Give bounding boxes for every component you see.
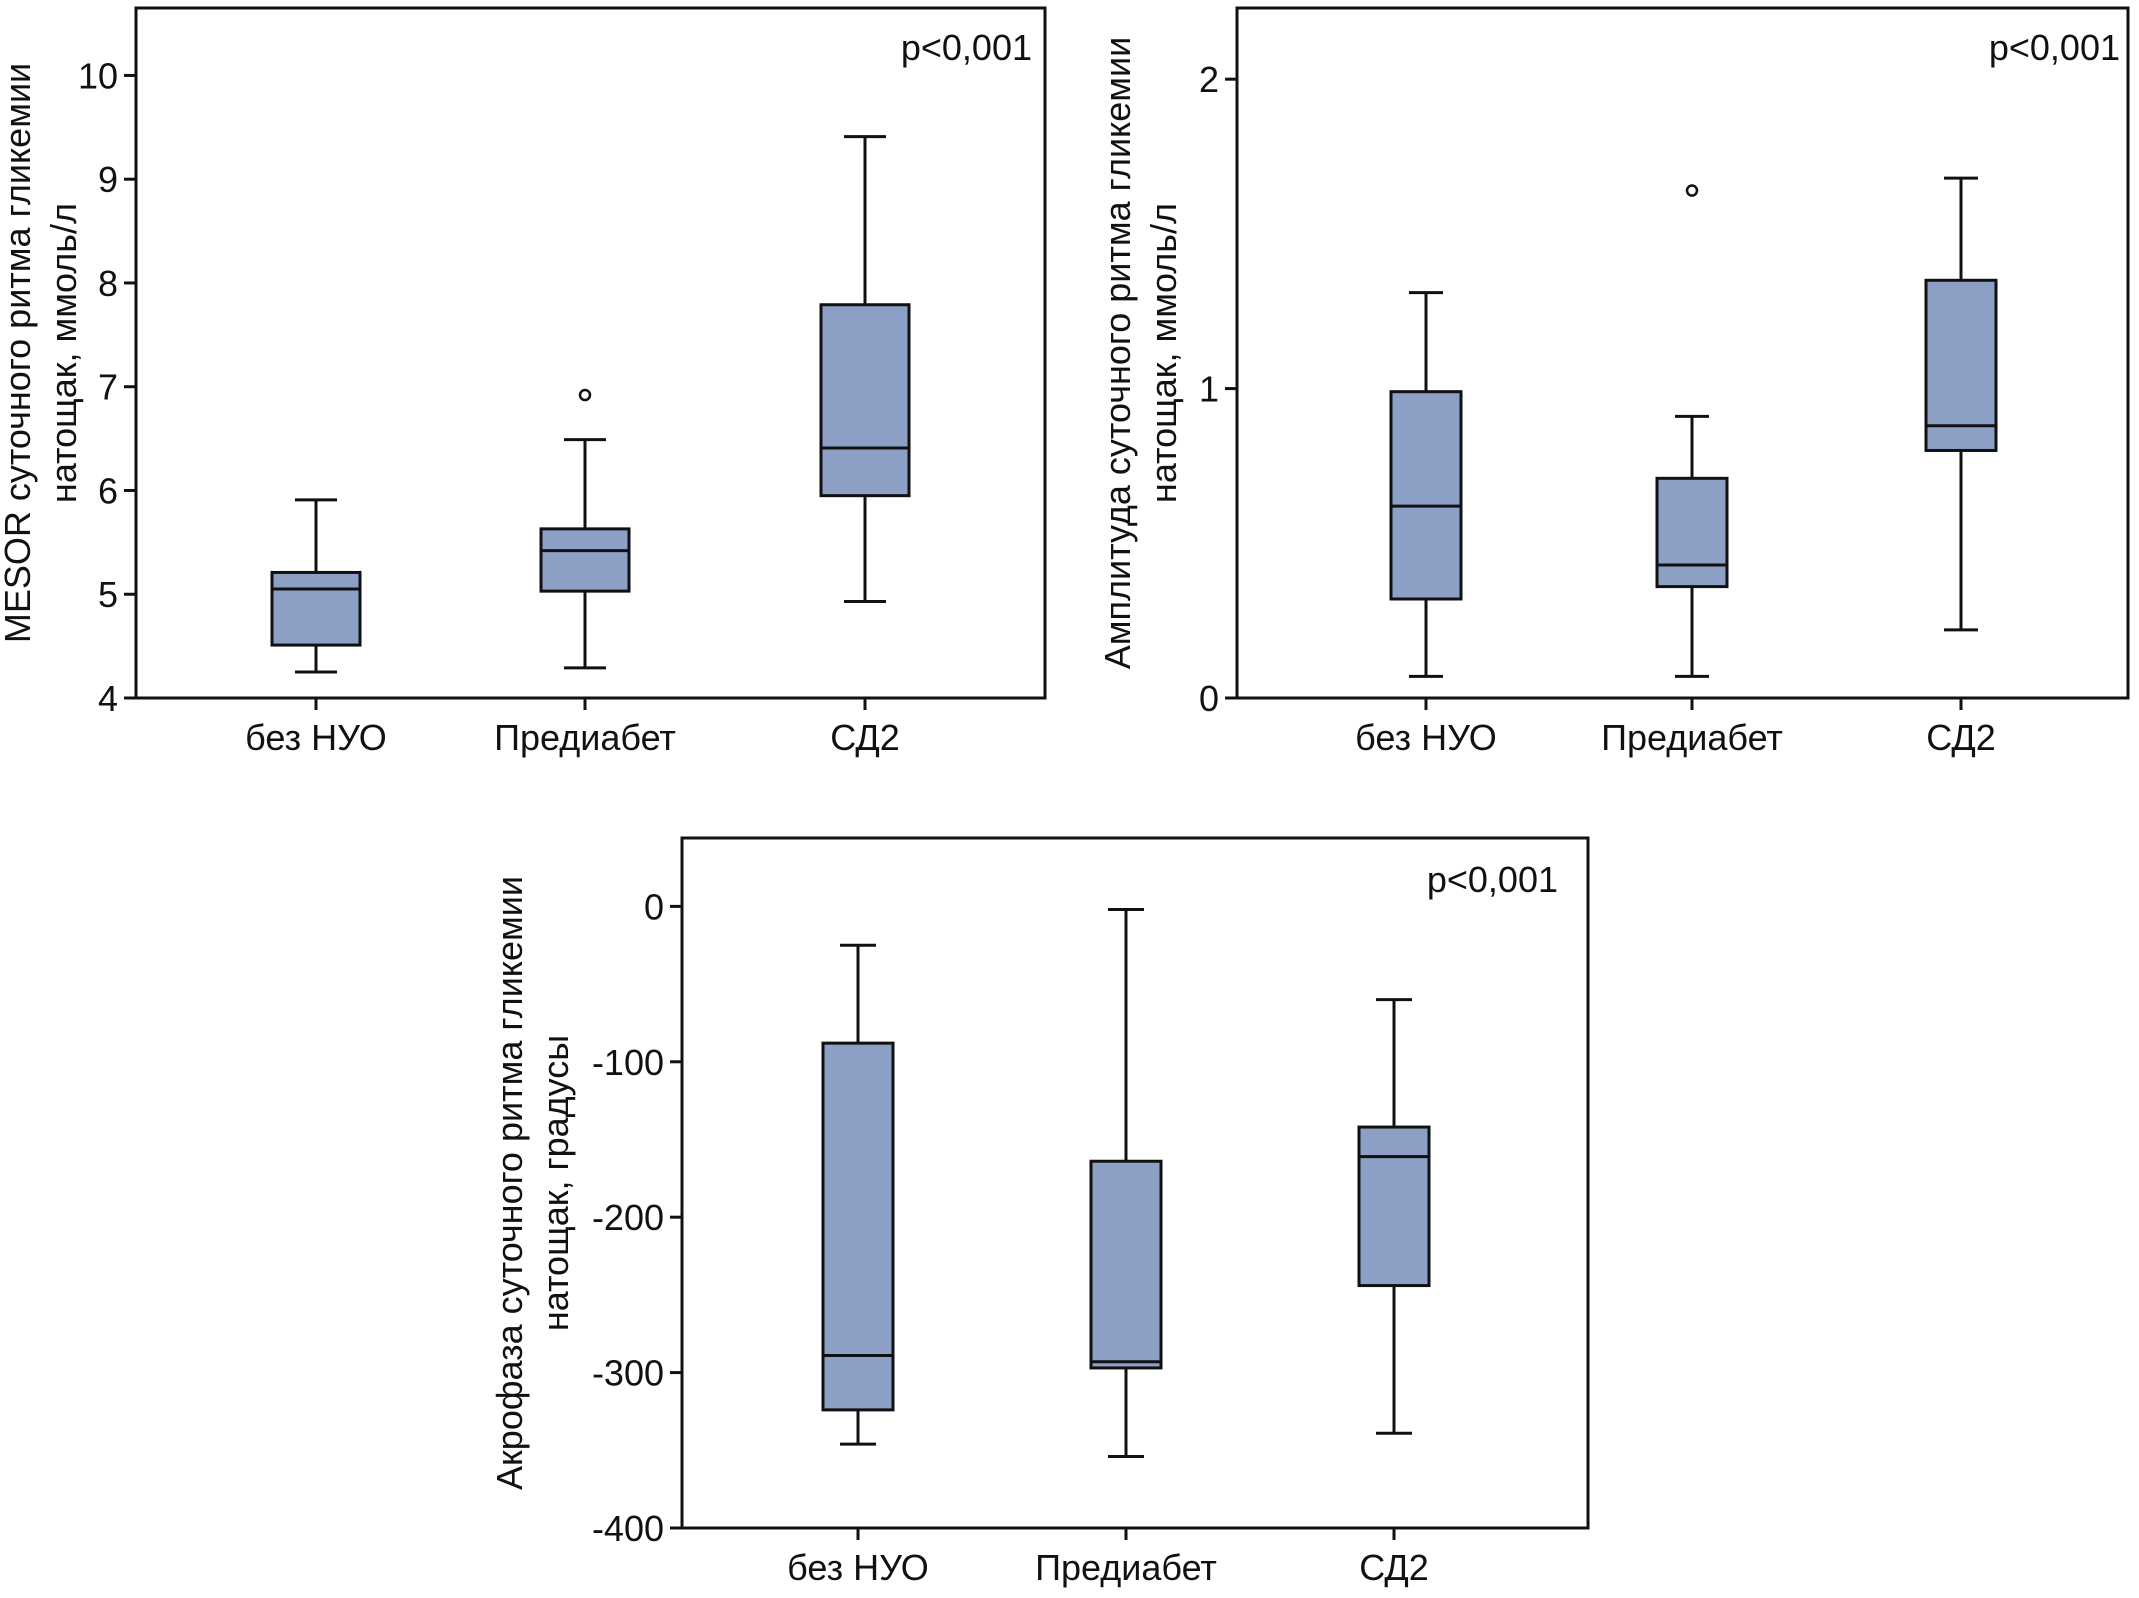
chart1-box-iqr bbox=[270, 570, 362, 647]
chart1-y-axis-label: натощак, ммоль/л bbox=[43, 203, 84, 503]
chart2-x-tick-label: СД2 bbox=[1926, 717, 1996, 758]
chart3-y-tick-label: -400 bbox=[592, 1508, 664, 1549]
chart1-y-tick-label: 10 bbox=[78, 55, 118, 96]
chart3-box-iqr bbox=[1357, 1125, 1431, 1288]
chart1-outlier-point bbox=[578, 388, 592, 402]
chart2-y-tick-label: 2 bbox=[1199, 59, 1219, 100]
chart3-box-iqr bbox=[1089, 1159, 1163, 1370]
chart3-x-tick-label: СД2 bbox=[1359, 1547, 1429, 1588]
chart3-plot-frame bbox=[680, 836, 1590, 1530]
chart3-p-value-annotation: p<0,001 bbox=[1427, 859, 1558, 900]
chart1-x-tick-label: СД2 bbox=[830, 717, 900, 758]
chart2-y-tick-label: 0 bbox=[1199, 678, 1219, 719]
chart1-plot-frame bbox=[134, 6, 1047, 700]
chart2-box-iqr bbox=[1924, 278, 1998, 452]
chart1-x-tick-label: без НУО bbox=[245, 717, 387, 758]
chart1-box-iqr bbox=[539, 527, 631, 593]
chart1-y-axis-label: MESOR суточного ритма гликемии bbox=[0, 63, 38, 643]
chart2-x-tick-label: Предиабет bbox=[1601, 717, 1783, 758]
chart3-x-tick-label: Предиабет bbox=[1035, 1547, 1217, 1588]
chart2-y-axis-label: натощак, ммоль/л bbox=[1143, 203, 1184, 503]
chart1-y-tick-label: 7 bbox=[98, 367, 118, 408]
chart1-box-iqr bbox=[819, 303, 911, 498]
chart3-y-tick-label: -200 bbox=[592, 1197, 664, 1238]
chart1-y-tick-label: 4 bbox=[98, 678, 118, 719]
chart2-y-tick-label: 1 bbox=[1199, 369, 1219, 410]
chart2-plot-frame bbox=[1235, 6, 2130, 700]
chart1-y-tick-label: 5 bbox=[98, 574, 118, 615]
chart1-y-tick-label: 9 bbox=[98, 159, 118, 200]
chart2-box-iqr bbox=[1389, 390, 1463, 601]
chart1-p-value-annotation: p<0,001 bbox=[901, 27, 1032, 68]
chart3-y-axis-label: Акрофаза суточного ритма гликемии bbox=[489, 876, 530, 1490]
chart2-y-axis-label: Амплитуда суточного ритма гликемии bbox=[1097, 37, 1138, 669]
chart1-y-tick-label: 6 bbox=[98, 470, 118, 511]
chart2-x-tick-label: без НУО bbox=[1355, 717, 1497, 758]
chart3-box-iqr bbox=[821, 1041, 895, 1412]
chart1-y-tick-label: 8 bbox=[98, 263, 118, 304]
chart3-y-tick-label: -300 bbox=[592, 1353, 664, 1394]
chart2-p-value-annotation: p<0,001 bbox=[1989, 27, 2120, 68]
chart3-y-tick-label: 0 bbox=[644, 886, 664, 927]
chart3-y-axis-label: натощак, градусы bbox=[535, 1035, 576, 1331]
chart3-y-tick-label: -100 bbox=[592, 1042, 664, 1083]
chart2-box-iqr bbox=[1655, 476, 1729, 589]
chart3-x-tick-label: без НУО bbox=[787, 1547, 929, 1588]
chart1-x-tick-label: Предиабет bbox=[494, 717, 676, 758]
chart2-outlier-point bbox=[1685, 184, 1699, 197]
